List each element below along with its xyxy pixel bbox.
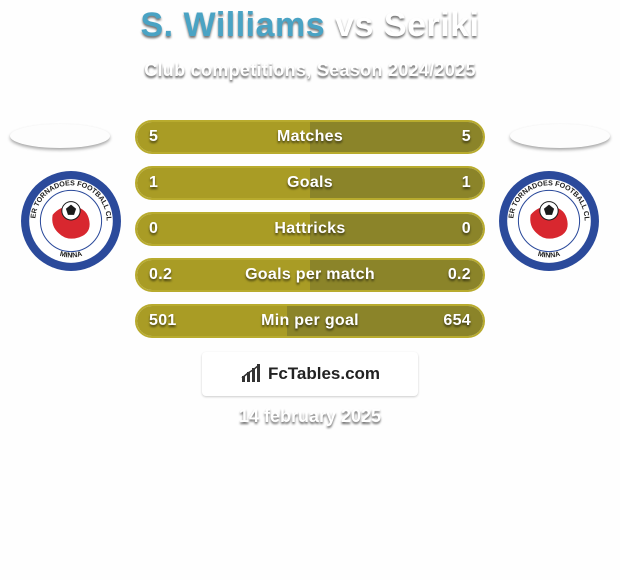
player2-club-badge: NIGER TORNADOES FOOTBALL CLUBMINNA [498,170,600,272]
stat-bar: 0 0 Hattricks [135,212,485,246]
title-player2: Seriki [384,6,480,44]
stat-label: Goals [287,174,333,192]
comparison-card: S. Williams vs Seriki Club competitions,… [0,0,620,580]
stat-value-left: 0.2 [149,266,172,284]
stat-bar: 0.2 0.2 Goals per match [135,258,485,292]
player1-photo-oval [10,124,110,148]
watermark-text: FcTables.com [268,364,380,384]
stat-value-right: 0.2 [448,266,471,284]
player1-club-badge: NIGER TORNADOES FOOTBALL CLUBMINNA [20,170,122,272]
stat-label: Hattricks [274,220,345,238]
stat-bar: 501 654 Min per goal [135,304,485,338]
stat-value-left: 1 [149,174,158,192]
stat-label: Goals per match [245,266,375,284]
stat-bar-fill-right [310,168,483,198]
stat-value-left: 0 [149,220,158,238]
stat-bar: 1 1 Goals [135,166,485,200]
stat-value-left: 5 [149,128,158,146]
title-player1: S. Williams [140,6,325,44]
subtitle: Club competitions, Season 2024/2025 [0,60,620,81]
stat-label: Matches [277,128,343,146]
watermark: FcTables.com [202,352,418,396]
stat-label: Min per goal [261,312,359,330]
stat-bar: 5 5 Matches [135,120,485,154]
bars-icon [240,364,264,384]
title-vs: vs [325,6,384,44]
date-line: 14 february 2025 [0,406,620,427]
stat-value-right: 654 [443,312,471,330]
stat-value-left: 501 [149,312,177,330]
stat-value-right: 5 [462,128,471,146]
stat-bars: 5 5 Matches 1 1 Goals 0 0 Hattricks 0.2 0.2 Goals p… [135,120,485,350]
page-title: S. Williams vs Seriki [0,6,620,45]
player2-photo-oval [510,124,610,148]
stat-value-right: 1 [462,174,471,192]
stat-bar-fill-left [137,168,310,198]
stat-value-right: 0 [462,220,471,238]
